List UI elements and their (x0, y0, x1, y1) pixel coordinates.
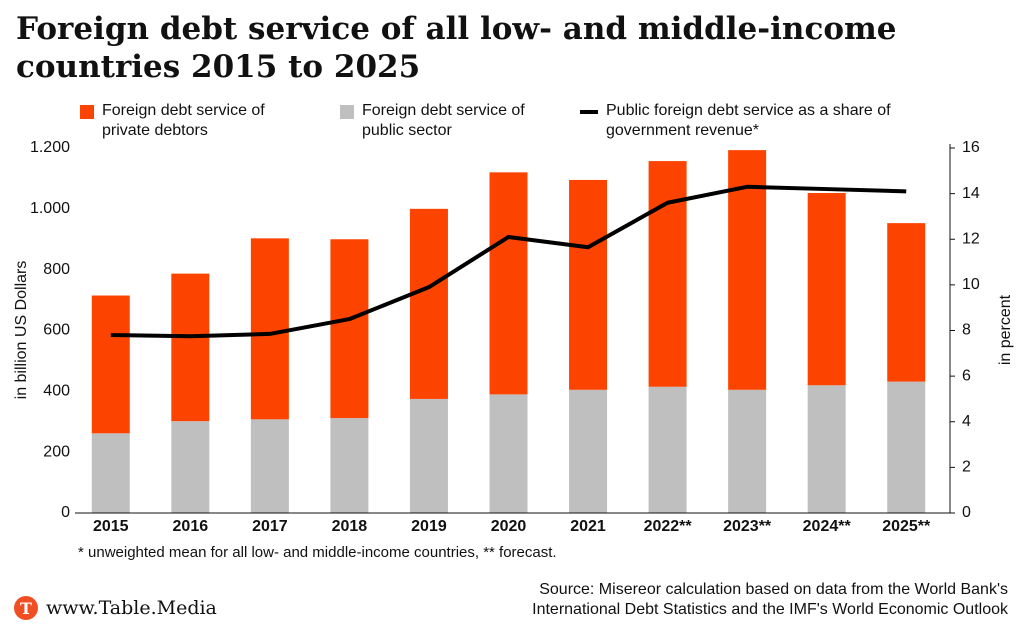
source: Source: Misereor calculation based on da… (532, 581, 1008, 618)
y2-tick-label: 4 (962, 413, 971, 430)
bar (648, 386, 687, 513)
x-tick-label: 2020 (491, 518, 527, 535)
y-tick-label: 400 (43, 383, 70, 400)
y2-tick-label: 10 (962, 276, 980, 293)
y2-tick-label: 0 (962, 504, 971, 521)
bar (171, 421, 210, 513)
bar (728, 389, 767, 513)
footnote: * unweighted mean for all low- and middl… (78, 544, 557, 561)
bar (648, 161, 687, 387)
bar (409, 398, 448, 513)
chart-title: Foreign debt service of all low- and mid… (16, 11, 897, 85)
logo-icon: T (14, 596, 38, 620)
y2-tick-label: 8 (962, 322, 971, 339)
legend-swatch (580, 110, 598, 114)
bar (569, 389, 608, 513)
legend-item: Public foreign debt service as a share o… (580, 101, 910, 143)
line (110, 184, 907, 339)
legend-label: Public foreign debt service as a share o… (606, 102, 891, 139)
y-axis-title: in billion US Dollars (13, 261, 30, 400)
x-tick-label: 2017 (252, 518, 288, 535)
bar (807, 193, 846, 386)
y2-tick-label: 16 (962, 139, 980, 156)
bar (489, 172, 528, 395)
y-tick-label: 1.200 (30, 139, 70, 156)
bar (489, 394, 528, 513)
y-tick-label: 200 (43, 443, 70, 460)
y-tick-label: 800 (43, 261, 70, 278)
x-tick-label: 2021 (570, 518, 606, 535)
x-tick-label: 2016 (173, 518, 209, 535)
y2-tick-label: 6 (962, 367, 971, 384)
bar (887, 223, 926, 382)
legend-label: Foreign debt service of public sector (362, 102, 525, 139)
legend-item: Foreign debt service of private debtors (80, 101, 300, 143)
x-tick-label: 2022** (644, 518, 693, 535)
x-tick-label: 2019 (411, 518, 447, 535)
bar (91, 295, 130, 434)
y-tick-label: 1.000 (30, 200, 70, 217)
bar (171, 273, 210, 422)
x-tick-label: 2024** (803, 518, 852, 535)
legend-swatch (340, 105, 354, 119)
y2-tick-label: 12 (962, 230, 980, 247)
legend-swatch (80, 105, 94, 119)
brand: www.Table.Media (46, 597, 217, 619)
y2-tick-label: 2 (962, 459, 971, 476)
y-tick-label: 600 (43, 322, 70, 339)
bar (569, 179, 608, 390)
y-tick-label: 0 (61, 504, 70, 521)
legend-label: Foreign debt service of private debtors (102, 102, 265, 139)
y2-tick-label: 14 (962, 185, 980, 202)
bar (887, 381, 926, 513)
bar (807, 385, 846, 513)
x-tick-label: 2023** (723, 518, 772, 535)
bar (91, 433, 130, 513)
bar (330, 418, 369, 513)
bar (330, 239, 369, 419)
bar (250, 419, 289, 513)
legend-item: Foreign debt service of public sector (340, 101, 540, 143)
x-tick-label: 2025** (882, 518, 931, 535)
bar (409, 208, 448, 399)
x-tick-label: 2015 (93, 518, 129, 535)
x-tick-label: 2018 (332, 518, 368, 535)
bar (250, 238, 289, 420)
y2-axis-title: in percent (997, 294, 1014, 365)
